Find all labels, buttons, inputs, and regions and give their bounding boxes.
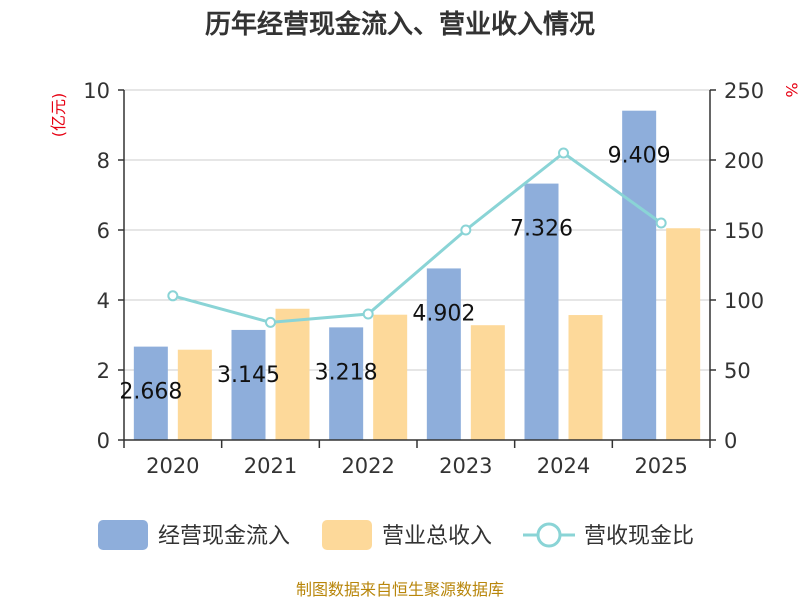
bar-cash-inflow [524,183,559,440]
legend-label-ratio: 营收现金比 [584,524,694,549]
y-left-tick-label: 2 [97,359,110,383]
y-right-tick-label: 0 [724,429,737,453]
data-label: 7.326 [510,217,573,242]
bar-cash-inflow [426,268,461,440]
ratio-point [265,316,276,328]
bar-cash-inflow [622,110,657,440]
x-tick-label: 2023 [439,454,492,478]
data-label: 3.145 [217,363,280,388]
y-right-tick-label: 150 [724,219,764,243]
source-note: 制图数据来自恒生聚源数据库 [296,580,504,599]
bar-revenue [275,308,310,440]
y-right-tick-label: 250 [724,79,764,103]
legend-label-revenue: 营业总收入 [382,524,492,549]
x-tick-label: 2022 [341,454,394,478]
x-tick-label: 2021 [244,454,297,478]
ratio-point [167,290,179,302]
bar-cash-inflow [231,329,266,440]
legend-swatch-ratio-marker [536,522,562,548]
legend: 经营现金流入 营业总收入 营收现金比 [98,520,694,550]
y-left-tick-label: 4 [97,289,110,313]
chart-title: 历年经营现金流入、营业收入情况 [205,9,595,40]
legend-label-cash-inflow: 经营现金流入 [158,524,290,549]
ratio-point [362,308,374,320]
y-left-unit: (亿元) [49,93,68,138]
grid [124,89,710,371]
ratio-line [167,147,667,328]
x-tick-label: 2020 [146,454,199,478]
data-labels: 2.668 3.145 3.218 4.902 7.326 9.409 [119,144,670,405]
x-tick-label: 2024 [537,454,590,478]
bar-revenue [177,349,212,440]
bar-revenue [373,314,408,440]
bar-revenue [666,228,701,440]
y-left-tick-label: 0 [97,429,110,453]
ratio-line-path [172,151,663,324]
ratio-point [558,147,569,159]
ratio-point [655,217,667,229]
bars [133,110,701,440]
data-label: 3.218 [315,360,378,385]
bar-revenue [568,315,603,440]
ratio-point [460,224,472,236]
bar-cash-inflow [133,346,168,440]
bar-revenue [470,325,505,440]
y-left-tick-label: 8 [97,149,110,173]
data-label: 2.668 [119,380,182,405]
x-tick-label: 2025 [634,454,687,478]
legend-swatch-cash-inflow [98,520,148,550]
y-right-unit: % [782,82,800,97]
y-left-tick-label: 10 [83,79,110,103]
bar-cash-inflow [329,327,364,440]
y-right-tick-label: 200 [724,149,764,173]
data-label: 9.409 [608,144,671,169]
data-label: 4.902 [412,301,475,326]
legend-swatch-revenue [322,520,372,550]
y-right-tick-label: 50 [724,359,751,383]
y-left-tick-label: 6 [97,219,110,243]
y-right-tick-label: 100 [724,289,764,313]
